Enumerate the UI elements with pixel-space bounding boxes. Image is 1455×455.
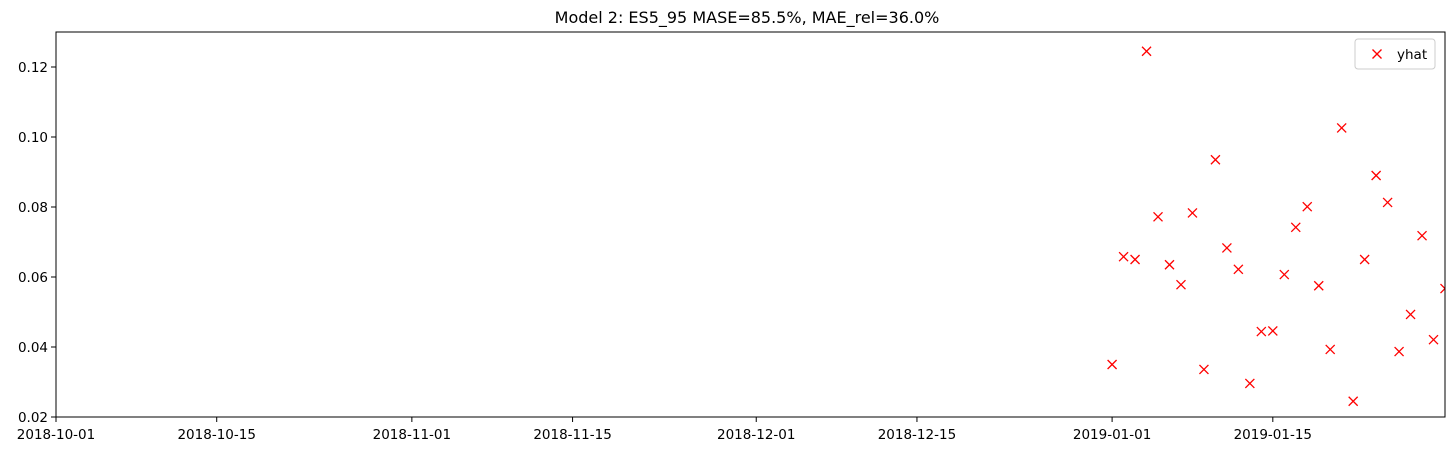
data-point (1394, 346, 1405, 357)
data-point (1371, 170, 1382, 181)
data-point (1244, 378, 1255, 389)
y-tick-label: 0.04 (18, 340, 48, 356)
legend: yhat (1354, 38, 1436, 70)
data-point (1313, 280, 1324, 291)
plot-frame (55, 31, 1446, 418)
y-tick-label: 0.08 (18, 200, 48, 216)
data-point (1118, 251, 1129, 262)
y-tick-label: 0.12 (18, 60, 48, 76)
data-point (1198, 364, 1209, 375)
y-axis: 0.02 0.04 0.06 0.08 0.10 0.12 (18, 60, 56, 426)
data-point (1256, 326, 1267, 337)
plot-points (1107, 46, 1445, 407)
x-tick-label: 2019-01-01 (1073, 427, 1151, 443)
data-point (1176, 279, 1186, 290)
x-tick-label: 2018-12-15 (878, 427, 956, 443)
data-point (1405, 309, 1416, 320)
legend-box (1354, 38, 1436, 70)
data-point (1130, 254, 1141, 265)
legend-marker-x-icon (1372, 49, 1382, 59)
data-point (1359, 254, 1370, 265)
data-point (1267, 325, 1278, 336)
data-point (1164, 259, 1175, 270)
data-point (1210, 154, 1221, 165)
x-axis: 2018-10-01 2018-10-15 2018-11-01 2018-11-15… (17, 417, 1312, 443)
x-tick-label: 2018-10-01 (17, 427, 95, 443)
data-point (1187, 207, 1198, 218)
data-point (1141, 46, 1152, 57)
data-point (1290, 222, 1301, 233)
y-tick-label: 0.06 (18, 270, 48, 286)
data-point (1417, 230, 1428, 241)
y-tick-label: 0.10 (18, 130, 48, 146)
y-tick-label: 0.02 (18, 410, 48, 426)
data-point (1428, 334, 1439, 345)
data-point (1221, 242, 1232, 253)
x-tick-label: 2018-12-01 (717, 427, 795, 443)
x-tick-label: 2019-01-15 (1234, 427, 1312, 443)
data-point (1336, 122, 1347, 133)
data-point (1348, 396, 1359, 407)
data-point (1153, 211, 1163, 222)
data-point (1279, 269, 1290, 280)
data-point (1382, 197, 1393, 208)
chart-title: Model 2: ES5_95 MASE=85.5%, MAE_rel=36.0… (555, 8, 940, 28)
data-point (1302, 201, 1313, 212)
data-point (1107, 359, 1118, 370)
legend-label: yhat (1397, 47, 1427, 63)
data-point (1325, 344, 1336, 355)
data-point (1233, 264, 1244, 275)
x-tick-label: 2018-11-15 (533, 427, 611, 443)
x-tick-label: 2018-11-01 (373, 427, 451, 443)
data-point (1440, 283, 1445, 294)
x-tick-label: 2018-10-15 (177, 427, 255, 443)
